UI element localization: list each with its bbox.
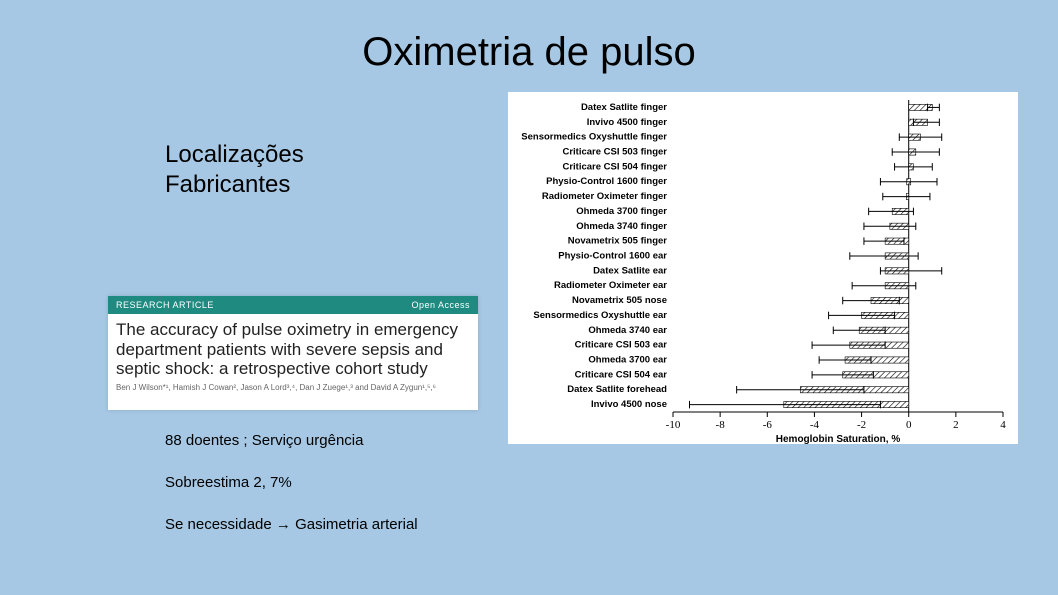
svg-text:Invivo 4500 finger: Invivo 4500 finger: [587, 117, 668, 128]
svg-text:Radiometer Oximeter finger: Radiometer Oximeter finger: [542, 191, 667, 202]
svg-text:Datex Satlite forehead: Datex Satlite forehead: [567, 384, 667, 395]
note-1: 88 doentes ; Serviço urgência: [165, 432, 418, 450]
svg-text:2: 2: [953, 419, 959, 431]
svg-text:Ohmeda 3700 finger: Ohmeda 3700 finger: [576, 206, 667, 217]
chart-svg: -10 -8 -6 -4 -2 0 2 4 Hemoglobin Saturation, % Da…: [508, 92, 1018, 444]
svg-text:-4: -4: [810, 419, 820, 431]
article-header-left: RESEARCH ARTICLE: [116, 300, 214, 310]
svg-text:Datex Satlite finger: Datex Satlite finger: [581, 102, 667, 113]
svg-text:Criticare CSI 504 finger: Criticare CSI 504 finger: [562, 161, 667, 172]
svg-text:Criticare CSI 504 ear: Criticare CSI 504 ear: [575, 369, 668, 380]
bullet-localizacoes: Localizações: [165, 140, 304, 170]
bullet-fabricantes: Fabricantes: [165, 170, 304, 200]
svg-text:0: 0: [906, 419, 912, 431]
svg-text:Datex Satlite ear: Datex Satlite ear: [593, 265, 667, 276]
svg-text:Hemoglobin Saturation, %: Hemoglobin Saturation, %: [776, 434, 901, 444]
note-3: Se necessidade → Gasimetria arterial: [165, 516, 418, 534]
svg-text:Novametrix 505 nose: Novametrix 505 nose: [572, 295, 667, 306]
svg-text:Ohmeda 3740 finger: Ohmeda 3740 finger: [576, 221, 667, 232]
article-title: The accuracy of pulse oximetry in emerge…: [108, 314, 478, 381]
article-card: RESEARCH ARTICLE Open Access The accurac…: [108, 296, 478, 410]
notes-block: 88 doentes ; Serviço urgência Sobreestim…: [165, 432, 418, 558]
svg-text:-6: -6: [763, 419, 773, 431]
svg-text:Physio-Control 1600 ear: Physio-Control 1600 ear: [558, 251, 667, 262]
left-bullets: Localizações Fabricantes: [165, 140, 304, 200]
svg-text:-8: -8: [716, 419, 726, 431]
svg-text:Ohmeda 3700 ear: Ohmeda 3700 ear: [588, 355, 667, 366]
svg-text:Physio-Control 1600 finger: Physio-Control 1600 finger: [546, 176, 667, 187]
svg-text:Criticare CSI 503 ear: Criticare CSI 503 ear: [575, 340, 668, 351]
svg-text:-2: -2: [857, 419, 866, 431]
svg-text:-10: -10: [666, 419, 681, 431]
svg-text:Invivo 4500 nose: Invivo 4500 nose: [591, 399, 667, 410]
svg-text:Novametrix 505 finger: Novametrix 505 finger: [568, 236, 668, 247]
oximeter-bias-chart: -10 -8 -6 -4 -2 0 2 4 Hemoglobin Saturation, % Da…: [508, 92, 1018, 444]
article-header-right: Open Access: [411, 300, 470, 310]
note-2: Sobreestima 2, 7%: [165, 474, 418, 492]
svg-text:Criticare CSI 503 finger: Criticare CSI 503 finger: [562, 147, 667, 158]
article-header-bar: RESEARCH ARTICLE Open Access: [108, 296, 478, 314]
svg-text:Radiometer Oximeter ear: Radiometer Oximeter ear: [554, 280, 667, 291]
svg-text:Sensormedics Oxyshuttle finger: Sensormedics Oxyshuttle finger: [521, 132, 667, 143]
slide-title: Oximetria de pulso: [0, 30, 1058, 75]
svg-text:Sensormedics Oxyshuttle ear: Sensormedics Oxyshuttle ear: [533, 310, 667, 321]
svg-text:Ohmeda 3740 ear: Ohmeda 3740 ear: [588, 325, 667, 336]
svg-text:4: 4: [1000, 419, 1006, 431]
article-authors: Ben J Wilson*¹, Hamish J Cowan², Jason A…: [108, 381, 478, 398]
